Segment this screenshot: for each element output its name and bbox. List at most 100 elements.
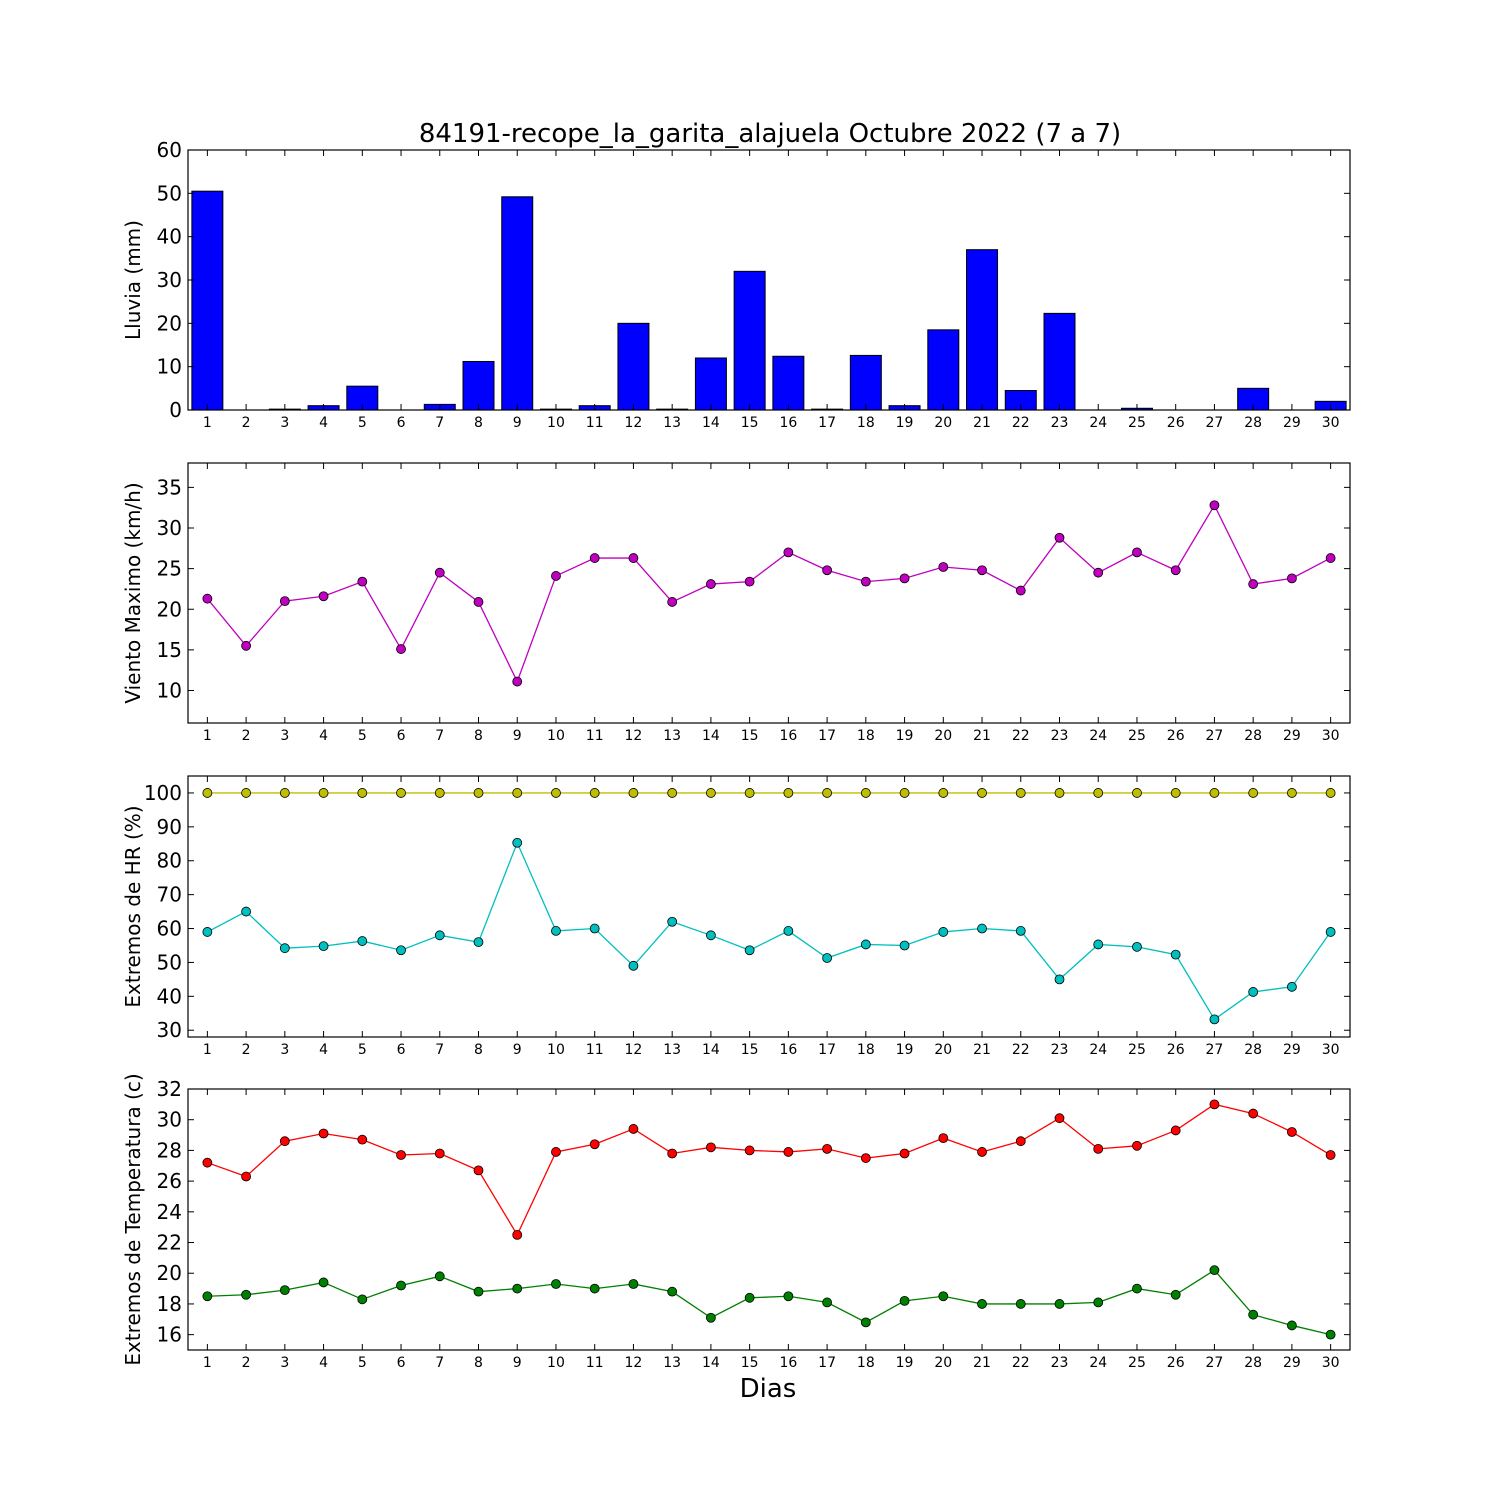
point-s1-day-5: [357, 788, 368, 798]
point-s1-day-27: [1209, 788, 1220, 798]
point-s1-day-16: [783, 1147, 794, 1157]
point-s2-day-22: [1015, 1299, 1026, 1309]
x-tick-label: 21: [973, 1042, 991, 1058]
x-tick-label: 15: [741, 415, 759, 431]
point-s2-day-2: [241, 906, 252, 917]
x-tick-label: 5: [358, 728, 367, 744]
point-s2-day-24: [1093, 939, 1104, 950]
x-tick-label: 27: [1206, 1355, 1224, 1371]
x-tick-label: 17: [818, 415, 836, 431]
x-tick-label: 19: [896, 415, 914, 431]
y-tick-label: 30: [157, 516, 182, 540]
bar-day-23: [1043, 312, 1076, 411]
x-tick-label: 1: [203, 415, 212, 431]
point-s1-day-3: [279, 596, 290, 607]
point-s2-day-3: [279, 943, 290, 954]
point-s2-day-5: [357, 1294, 368, 1305]
point-s2-day-27: [1209, 1265, 1220, 1276]
point-s2-day-16: [783, 1291, 794, 1302]
y-tick-label: 30: [157, 268, 182, 292]
x-tick-label: 10: [547, 415, 565, 431]
series-line-2: [207, 1269, 1331, 1336]
point-s1-day-17: [822, 788, 832, 798]
point-s1-day-20: [938, 788, 949, 798]
x-tick-label: 26: [1167, 1355, 1185, 1371]
x-tick-label: 22: [1012, 1042, 1030, 1058]
x-tick-label: 22: [1012, 728, 1030, 744]
y-tick-label: 60: [157, 138, 182, 162]
point-s2-day-21: [977, 923, 987, 934]
point-s2-day-25: [1132, 941, 1142, 952]
point-s1-day-4: [318, 591, 329, 602]
x-tick-label: 11: [586, 1042, 604, 1058]
plot-frame: [187, 462, 1351, 724]
x-tick-label: 14: [702, 1042, 720, 1058]
y-tick-label: 100: [144, 781, 182, 805]
x-tick-label: 2: [242, 1042, 251, 1058]
bar-day-12: [617, 322, 650, 411]
x-tick-label: 6: [397, 415, 406, 431]
point-s2-day-7: [434, 930, 445, 941]
x-tick-label: 29: [1283, 415, 1301, 431]
point-s1-day-30: [1325, 788, 1336, 798]
point-s1-day-9: [512, 676, 523, 687]
x-tick-label: 17: [818, 1042, 836, 1058]
x-axis-label: Dias: [740, 1374, 797, 1404]
x-tick-label: 2: [242, 415, 251, 431]
x-tick-label: 23: [1051, 1042, 1069, 1058]
x-tick-label: 3: [280, 1042, 289, 1058]
bar-day-15: [733, 270, 766, 411]
x-tick-label: 9: [513, 415, 522, 431]
point-s1-day-24: [1093, 788, 1104, 798]
point-s1-day-20: [938, 1133, 949, 1144]
point-s2-day-13: [667, 1286, 678, 1297]
point-s1-day-30: [1325, 553, 1336, 563]
x-tick-label: 26: [1167, 415, 1185, 431]
point-s1-day-28: [1248, 1108, 1259, 1119]
x-tick-label: 20: [934, 728, 952, 744]
point-s2-day-20: [938, 927, 949, 937]
x-tick-label: 12: [625, 415, 643, 431]
point-s1-day-28: [1248, 579, 1259, 589]
x-tick-label: 10: [547, 1042, 565, 1058]
point-s2-day-6: [396, 1280, 406, 1291]
x-tick-label: 4: [319, 1355, 328, 1371]
point-s1-day-21: [977, 788, 987, 798]
x-tick-label: 3: [280, 728, 289, 744]
point-s2-day-13: [667, 916, 678, 927]
x-tick-label: 4: [319, 1042, 328, 1058]
point-s2-day-14: [706, 930, 716, 941]
point-s1-day-15: [744, 576, 755, 587]
x-tick-label: 8: [474, 1355, 483, 1371]
x-tick-label: 27: [1206, 728, 1224, 744]
x-tick-label: 5: [358, 415, 367, 431]
point-s2-day-19: [899, 1295, 910, 1306]
y-tick-label: 40: [157, 984, 182, 1008]
point-s1-day-2: [241, 1171, 252, 1182]
point-s1-day-14: [706, 579, 716, 589]
point-s2-day-24: [1093, 1297, 1104, 1308]
x-tick-label: 1: [203, 1042, 212, 1058]
point-s2-day-9: [512, 1283, 523, 1294]
y-axis-label: Extremos de HR (%): [121, 805, 145, 1007]
point-s1-day-4: [318, 1128, 329, 1139]
point-s2-day-19: [899, 940, 910, 951]
x-tick-label: 1: [203, 728, 212, 744]
point-s2-day-12: [628, 960, 639, 971]
point-s2-day-4: [318, 1277, 329, 1288]
x-tick-label: 13: [663, 1355, 681, 1371]
x-tick-label: 28: [1244, 1355, 1262, 1371]
point-s2-day-8: [473, 1286, 484, 1297]
x-tick-label: 17: [818, 1355, 836, 1371]
point-s1-day-13: [667, 597, 678, 607]
point-s1-day-6: [396, 644, 406, 654]
point-s1-day-6: [396, 788, 406, 798]
x-tick-label: 21: [973, 415, 991, 431]
point-s1-day-17: [822, 1143, 832, 1154]
point-s1-day-16: [783, 547, 794, 558]
x-tick-label: 18: [857, 1355, 875, 1371]
y-tick-label: 10: [157, 355, 182, 379]
x-tick-label: 30: [1322, 415, 1340, 431]
